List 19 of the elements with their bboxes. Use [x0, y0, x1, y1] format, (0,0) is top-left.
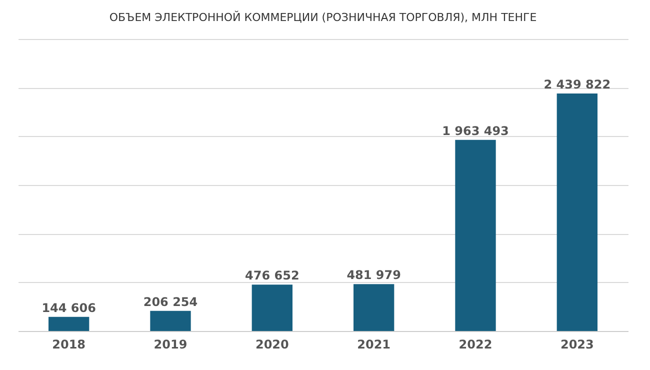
data-label: 206 254: [143, 294, 198, 309]
x-tick-label: 2023: [560, 338, 594, 352]
bar: [455, 140, 496, 331]
bar: [150, 310, 191, 331]
data-label: 144 606: [42, 300, 96, 315]
bar: [48, 316, 90, 331]
data-label: 476 652: [245, 268, 300, 283]
data-label: 2 439 822: [544, 78, 611, 92]
x-tick-label: 2022: [458, 338, 492, 352]
chart-title: ОБЪЕМ ЭЛЕКТРОННОЙ КОММЕРЦИИ (РОЗНИЧНАЯ ТОРГОВЛЯ), МЛН ТЕНГЕ: [109, 10, 537, 24]
data-label: 481 979: [346, 268, 401, 282]
bar: [252, 284, 292, 331]
x-tick-label: 2019: [154, 338, 188, 352]
x-tick-label: 2021: [357, 338, 391, 352]
x-tick-label: 2018: [52, 338, 86, 352]
bar: [556, 94, 598, 331]
bar: [354, 284, 394, 331]
data-label: 1 963 493: [442, 124, 509, 138]
x-tick-label: 2020: [255, 338, 289, 352]
